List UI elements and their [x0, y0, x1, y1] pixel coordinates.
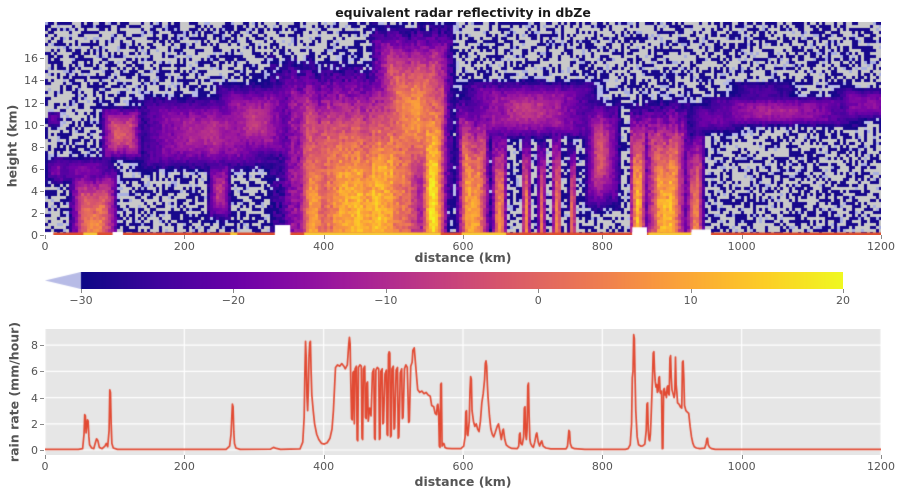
- tick-label: 200: [173, 460, 195, 473]
- tick-mark: [881, 235, 882, 239]
- top-chart-title: equivalent radar reflectivity in dbZe: [335, 5, 591, 20]
- tick-mark: [233, 289, 235, 293]
- tick-label: 1200: [867, 460, 895, 473]
- tick-label: 6: [31, 365, 38, 379]
- tick-label: 2: [31, 206, 38, 220]
- tick-mark: [463, 235, 464, 239]
- tick-mark: [45, 235, 46, 239]
- tick-mark: [40, 371, 44, 373]
- tick-label: 0: [41, 460, 49, 473]
- colorbar-canvas: [45, 272, 843, 289]
- tick-label: 0: [31, 229, 38, 242]
- tick-mark: [40, 397, 44, 399]
- tick-mark: [40, 146, 44, 148]
- bottom-x-axis-label: distance (km): [414, 474, 512, 489]
- tick-label: 200: [173, 240, 195, 253]
- tick-label: 2: [31, 417, 38, 431]
- rain-rate-canvas: [45, 329, 881, 455]
- tick-label: 600: [452, 460, 474, 473]
- tick-mark: [40, 102, 44, 104]
- tick-label: 12: [24, 96, 38, 110]
- tick-label: 8: [31, 339, 38, 353]
- tick-label: 0: [534, 294, 542, 307]
- tick-label: −20: [221, 294, 245, 307]
- tick-mark: [881, 455, 882, 459]
- tick-label: 8: [31, 140, 38, 154]
- tick-label: 10: [24, 118, 38, 132]
- tick-mark: [184, 235, 186, 239]
- tick-mark: [81, 289, 82, 293]
- tick-mark: [602, 235, 604, 239]
- tick-label: 0: [31, 444, 38, 457]
- tick-mark: [184, 455, 186, 459]
- tick-mark: [45, 455, 46, 459]
- tick-label: −10: [374, 294, 398, 307]
- tick-label: 14: [24, 74, 38, 88]
- tick-label: 6: [31, 162, 38, 176]
- tick-mark: [843, 289, 844, 293]
- tick-label: 400: [313, 240, 335, 253]
- tick-label: 600: [452, 240, 474, 253]
- top-x-axis-label: distance (km): [414, 250, 512, 265]
- tick-mark: [40, 212, 44, 214]
- tick-label: 800: [591, 460, 613, 473]
- tick-label: −30: [69, 294, 93, 307]
- tick-mark: [741, 455, 743, 459]
- tick-mark: [40, 450, 44, 451]
- tick-label: 10: [683, 294, 698, 307]
- tick-label: 0: [41, 240, 49, 253]
- tick-mark: [40, 58, 44, 60]
- tick-mark: [463, 455, 464, 459]
- tick-mark: [323, 235, 325, 239]
- tick-label: 1000: [727, 460, 756, 473]
- tick-label: 1200: [867, 240, 895, 253]
- tick-mark: [323, 455, 325, 459]
- tick-label: 400: [313, 460, 335, 473]
- tick-label: 4: [31, 391, 38, 405]
- reflectivity-heatmap-canvas: [45, 22, 881, 235]
- tick-mark: [40, 80, 44, 82]
- tick-mark: [385, 289, 387, 293]
- tick-mark: [40, 190, 44, 192]
- tick-mark: [538, 289, 540, 293]
- tick-mark: [40, 124, 44, 126]
- tick-label: 20: [836, 294, 850, 307]
- bottom-y-axis-label: rain rate (mm/hour): [6, 321, 22, 463]
- tick-mark: [602, 455, 604, 459]
- tick-mark: [40, 168, 44, 170]
- tick-mark: [40, 235, 44, 236]
- top-y-axis-label: height (km): [4, 104, 20, 188]
- tick-mark: [741, 235, 743, 239]
- tick-mark: [690, 289, 692, 293]
- tick-mark: [40, 423, 44, 425]
- tick-mark: [40, 345, 44, 347]
- tick-label: 1000: [727, 240, 756, 253]
- tick-label: 800: [591, 240, 613, 253]
- tick-label: 4: [31, 184, 38, 198]
- tick-label: 16: [24, 52, 38, 66]
